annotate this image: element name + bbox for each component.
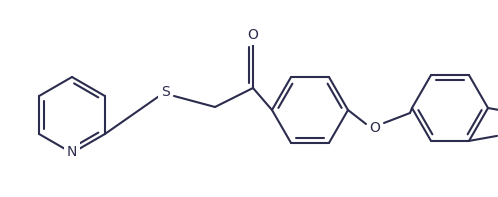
Text: O: O bbox=[248, 28, 258, 42]
Text: N: N bbox=[67, 145, 77, 159]
Text: S: S bbox=[161, 85, 169, 99]
Text: O: O bbox=[370, 121, 380, 135]
